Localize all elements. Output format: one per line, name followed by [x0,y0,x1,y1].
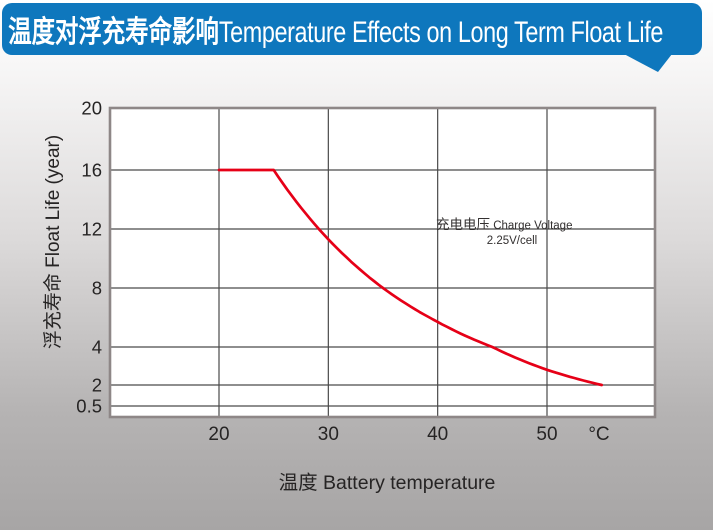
y-tick-label: 12 [81,219,102,240]
plot-area [110,108,655,417]
plot-frame [108,106,657,419]
y-tick-label: 20 [81,98,102,119]
x-axis-title: 温度 Battery temperature [279,472,496,494]
x-tick-label: 50 [536,424,557,445]
title-chinese: 温度对浮充寿命影响 [8,16,219,49]
page-title: 温度对浮充寿命影响Temperature Effects on Long Ter… [2,7,663,51]
title-banner: 温度对浮充寿命影响Temperature Effects on Long Ter… [2,3,702,55]
x-tick-label: 40 [427,424,448,445]
banner-tail-icon [624,54,672,72]
float-life-curve [217,168,604,387]
x-tick-label: 20 [208,424,229,445]
annotation-charge-voltage: 充电电压 Charge Voltage [436,217,572,232]
y-axis-title: 浮充寿命 Float Life (year) [42,135,64,349]
y-tick-label: 16 [81,160,102,181]
y-tick-label: 2 [92,375,102,396]
y-tick-label: 8 [92,278,102,299]
annotation-voltage-value: 2.25V/cell [487,235,538,247]
x-tick-label: 30 [318,424,339,445]
title-english: Temperature Effects on Long Term Float L… [218,16,664,49]
y-tick-label: 0.5 [76,396,102,417]
x-unit-label: °C [588,424,609,445]
y-tick-label: 4 [92,337,102,358]
